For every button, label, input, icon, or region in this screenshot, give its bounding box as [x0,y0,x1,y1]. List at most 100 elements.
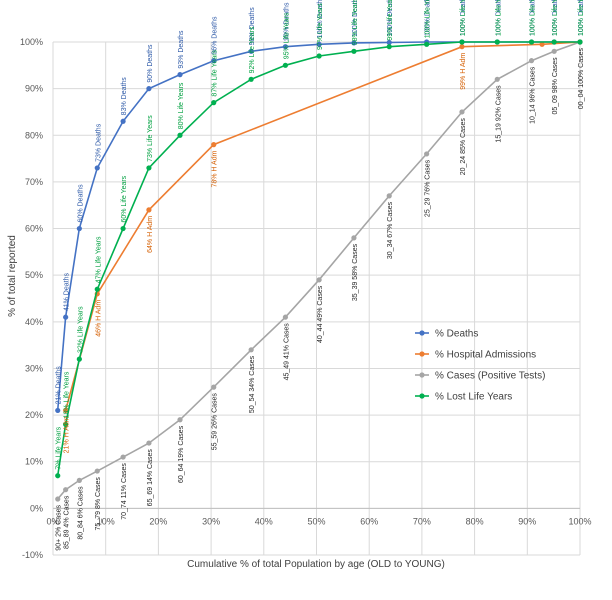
y-axis-title: % of total reported [7,235,18,317]
data-point [459,44,465,50]
data-point [94,468,100,474]
data-point [551,48,557,54]
data-label: 99% H Adm [460,53,467,90]
data-label: 73% Deaths [95,123,102,162]
data-point [351,48,357,54]
x-tick-label: 10% [97,516,115,526]
y-tick-label: 80% [25,130,43,140]
legend-label: % Lost Life Years [435,392,512,403]
data-point [211,100,217,106]
x-tick-label: 80% [466,516,484,526]
legend-label: % Cases (Positive Tests) [435,371,545,382]
data-label: 46% H Adm [95,300,102,337]
legend-marker [419,393,425,399]
data-label: 100% Life Years [530,0,537,36]
data-point [316,277,322,283]
data-point [146,440,152,446]
data-label: 65_69 14% Cases [147,449,154,507]
x-tick-label: 100% [568,516,591,526]
data-point [211,384,217,390]
data-label: 18% Life Years [64,371,71,418]
data-label: 97% Life Years [317,3,324,50]
data-label: 90+ 2% Cases [56,504,63,550]
data-label: 30_34 67% Cases [387,201,394,259]
data-point [459,39,465,45]
data-label: 98% Deaths [249,7,256,46]
data-point [55,496,61,502]
data-label: 100% Deaths [552,0,559,36]
data-label: 99% Deaths [283,2,290,41]
data-label: 100% Deaths [530,0,537,36]
legend: % Deaths % Hospital Admissions % Cases (Po… [415,329,545,403]
data-point [63,421,69,428]
data-label: 10_14 96% Cases [529,66,536,124]
data-label: 55_59 26% Cases [212,393,219,451]
y-tick-label: 60% [25,224,43,234]
data-label: 100% Life Years [460,0,467,36]
data-label: 83% Deaths [121,77,128,116]
data-labels: 21% Deaths 41% Deaths 60% Deaths 73% Deaths… [56,0,585,551]
data-point [248,48,254,54]
data-label: 64% H Adm [147,216,154,253]
data-point [351,235,357,241]
data-point [177,72,183,78]
legend-marker [419,372,425,378]
data-point [316,41,322,47]
data-label: 45_49 41% Cases [283,323,290,381]
data-point [211,58,217,64]
data-label: 93% Deaths [178,30,185,69]
y-tick-label: 0% [30,503,43,513]
x-tick-label: 70% [413,516,431,526]
data-label: 100% Deaths [578,0,585,36]
data-label: 25_29 76% Cases [425,159,432,217]
data-label: 85_89 4% Cases [64,495,71,549]
x-tick-label: 40% [255,516,273,526]
data-label: 73% Life Years [147,115,154,162]
data-point [551,39,557,45]
x-axis-title: Cumulative % of total Population by age … [187,559,445,570]
x-tick-label: 60% [360,516,378,526]
data-point [351,40,357,46]
data-point [386,39,392,46]
data-point [120,118,126,124]
data-point [282,44,289,50]
data-point [63,487,69,493]
data-label: 100% Life Years [425,0,432,38]
data-point [528,39,535,45]
data-label: 100% Deaths [495,0,502,36]
data-label: 40_44 49% Cases [317,285,324,343]
x-tick-label: 50% [307,516,325,526]
x-tick-label: 20% [149,516,167,526]
data-point [177,417,183,423]
data-label: 87% Life Years [212,49,219,96]
data-point [55,407,61,414]
data-point [386,193,392,199]
data-label: 100% Deaths [425,0,432,36]
data-label: 15_19 92% Cases [495,85,502,143]
data-point [63,407,69,414]
legend-marker [419,330,425,336]
data-label: 70_74 11% Cases [121,463,128,520]
data-point [528,58,535,64]
data-label: 41% Deaths [64,273,71,312]
data-point [248,347,254,353]
data-point [316,53,322,59]
data-point [146,207,152,213]
data-point [459,109,465,115]
y-tick-label: 20% [25,410,43,420]
data-label: 80% Life Years [178,82,185,129]
y-tick-label: 100% [20,37,43,47]
legend-item: % Hospital Admissions [415,350,536,361]
y-tick-label: 10% [25,457,43,467]
y-tick-label: 50% [25,270,43,280]
y-tick-label: 70% [25,177,43,187]
data-point [386,44,392,50]
data-point [539,41,545,47]
data-point [146,165,152,171]
data-label: 32% Life Years [77,306,84,353]
series [55,39,583,502]
data-label: 100% Life Years [552,0,559,36]
legend-item: % Lost Life Years [415,392,512,403]
